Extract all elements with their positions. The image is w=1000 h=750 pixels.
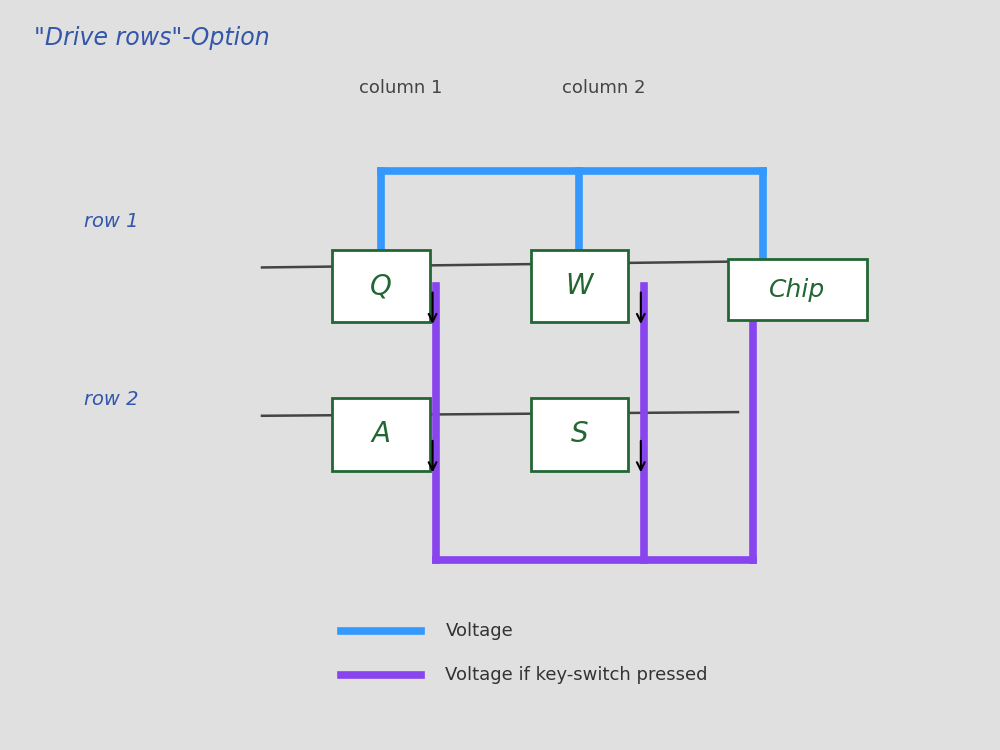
Text: Chip: Chip <box>769 278 826 302</box>
Text: Voltage: Voltage <box>445 622 513 640</box>
FancyBboxPatch shape <box>332 250 430 322</box>
Text: A: A <box>372 420 391 448</box>
Text: column 1: column 1 <box>359 80 443 98</box>
Text: Voltage if key-switch pressed: Voltage if key-switch pressed <box>445 666 708 684</box>
Text: column 2: column 2 <box>562 80 646 98</box>
Text: S: S <box>571 420 588 448</box>
Text: row 2: row 2 <box>84 390 138 409</box>
FancyBboxPatch shape <box>728 260 867 320</box>
FancyBboxPatch shape <box>531 398 628 471</box>
Text: "Drive rows"-Option: "Drive rows"-Option <box>34 26 270 50</box>
Text: W: W <box>566 272 593 300</box>
FancyBboxPatch shape <box>332 398 430 471</box>
Text: Q: Q <box>370 272 392 300</box>
Text: row 1: row 1 <box>84 211 138 231</box>
FancyBboxPatch shape <box>531 250 628 322</box>
